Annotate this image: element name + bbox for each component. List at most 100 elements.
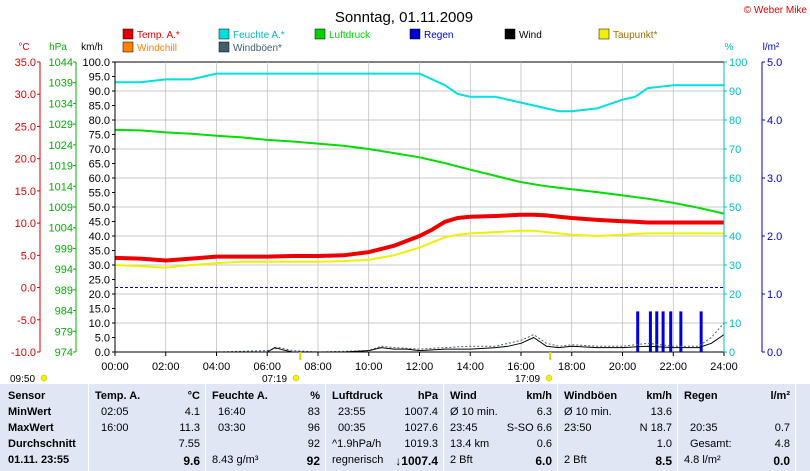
divider <box>205 384 206 471</box>
temp-max-time: 16:00 <box>101 422 129 434</box>
temp-avg: 7.55 <box>178 438 200 450</box>
press-min: 1007.4 <box>404 406 438 418</box>
temp-unit: °C <box>187 390 200 402</box>
axis-tick-label: 10.0 <box>89 318 110 330</box>
stats-row-label: 01.11. 23:55 <box>8 454 70 466</box>
legend: Temp. A.* Feuchte A.* Luftdruck Regen Wind Ta… <box>122 28 658 54</box>
rain-unit: l/m² <box>770 390 790 402</box>
axis-tick-label: 40.0 <box>89 231 110 243</box>
axis-tick-label: 1004 <box>49 223 73 235</box>
press-trend: ^1.9hPa/h <box>332 438 382 450</box>
rain-bar <box>679 311 683 352</box>
legend-label: Regen <box>424 30 453 41</box>
stats-row-label: MaxWert <box>8 422 54 434</box>
series-line-taupunkt <box>114 229 724 269</box>
axis-tick-label: 85.0 <box>89 101 110 113</box>
x-tick-label: 10:00 <box>355 361 383 373</box>
axis-tick-label: 30.0 <box>89 260 110 272</box>
gust-r4a: 2 Bft <box>564 454 587 466</box>
axis-tick-label: 1029 <box>49 119 73 131</box>
hum-min: 83 <box>307 406 320 418</box>
stats-gust-column: Windböen km/h Ø 10 min. 13.6 23:50 N 18.7 1… <box>558 384 676 471</box>
axis-tick-label: 20.0 <box>15 154 36 166</box>
x-tick-label: 12:00 <box>406 361 434 373</box>
axis-tick-label: 60.0 <box>89 173 110 185</box>
axis-unit-label: % <box>725 42 734 53</box>
divider <box>88 384 89 471</box>
stats-label-column: Sensor MinWert MaxWert Durchschnitt 01.1… <box>0 384 88 471</box>
copyright-label: © Weber Mike <box>744 5 808 16</box>
axis-tick-label: 65.0 <box>89 159 110 171</box>
gust-header: Windböen <box>564 390 618 402</box>
wind-r3a: 13.4 km <box>450 438 490 450</box>
legend-swatch <box>218 28 230 40</box>
axis-unit-label: hPa <box>49 42 67 53</box>
axis-tick-label: 40 <box>729 231 741 243</box>
legend-label: Temp. A.* <box>137 30 180 41</box>
rain-bar <box>669 311 673 352</box>
x-tick-label: 00:00 <box>101 361 129 373</box>
gust-r1b: 13.6 <box>650 406 672 418</box>
x-tick-label: 22:00 <box>659 361 687 373</box>
axis-unit-labels: °C hPa km/h% l/m² <box>18 42 780 53</box>
legend-swatch <box>409 28 421 40</box>
axis-tick-label: 25.0 <box>15 121 36 133</box>
axis-tick-label: 0.0 <box>95 347 110 359</box>
sun-time-label: 17:09 <box>515 374 540 384</box>
axis-tick-label: 1034 <box>49 98 73 110</box>
stats-wind-column: Wind km/h Ø 10 min. 6.3 23:45 S-SO 6.6 13.4… <box>444 384 556 471</box>
axis-unit-label: km/h <box>81 42 103 53</box>
axis-tick-label: 80 <box>729 115 741 127</box>
legend-swatch <box>314 28 326 40</box>
temp-header: Temp. A. <box>95 390 141 402</box>
legend-label: Luftdruck <box>329 30 371 41</box>
temp-current: 9.6 <box>183 454 200 468</box>
axis-tick-label: -5.0 <box>17 315 36 327</box>
rain-header: Regen <box>684 390 718 402</box>
rain-r4a: 4.8 l/m² <box>684 454 721 466</box>
x-tick-label: 16:00 <box>507 361 535 373</box>
axis-tick-label: -10.0 <box>11 347 36 359</box>
axis-tick-label: 10 <box>729 318 741 330</box>
gust-r4b: 8.5 <box>655 454 672 468</box>
axis-tick-label: 0.0 <box>767 347 782 359</box>
wind-r1b: 6.3 <box>536 406 552 418</box>
axis-tick-label: 80.0 <box>89 115 110 127</box>
press-min-time: 23:55 <box>338 406 366 418</box>
hum-max-time: 03:30 <box>218 422 246 434</box>
rain-bar <box>699 311 703 352</box>
divider <box>795 384 796 471</box>
axis-tick-label: 95.0 <box>89 72 110 84</box>
axis-tick-label: 25.0 <box>89 275 110 287</box>
rain-bar <box>648 311 652 352</box>
x-tick-label: 20:00 <box>609 361 637 373</box>
legend-swatch <box>504 28 516 40</box>
gust-unit: km/h <box>646 390 672 402</box>
axis-tick-label: 5.0 <box>21 250 36 262</box>
hum-min-time: 16:40 <box>218 406 246 418</box>
stats-pressure-column: Luftdruck hPa 23:55 1007.4 00:35 1027.6 ^1.… <box>326 384 442 471</box>
hum-header: Feuchte A. <box>212 390 268 402</box>
axis-tick-label: 20.0 <box>89 289 110 301</box>
legend-swatch <box>122 41 134 53</box>
axis-tick-label: 2.0 <box>767 231 782 243</box>
wind-header: Wind <box>450 390 477 402</box>
divider <box>443 384 444 471</box>
axis-tick-label: 35.0 <box>15 57 36 69</box>
rain-r2b: 0.7 <box>774 422 790 434</box>
axis-tick-label: 70 <box>729 144 741 156</box>
axis-tick-label: 30 <box>729 260 741 272</box>
rain-r4b: 0.0 <box>773 454 790 468</box>
gust-r3b: 1.0 <box>656 438 672 450</box>
axis-tick-label: 5.0 <box>767 57 782 69</box>
axis-unit-label: °C <box>18 42 29 53</box>
axis-tick-label: 989 <box>55 285 73 297</box>
temp-max: 11.3 <box>179 422 200 434</box>
series-line-luftdruck <box>114 128 725 215</box>
hum-avg: 92 <box>307 438 320 450</box>
weather-chart: Sonntag, 01.11.2009 © Weber Mike Temp. A… <box>10 5 808 384</box>
divider <box>325 384 326 471</box>
stats-humidity-column: Feuchte A.% 16:40 83 03:30 96 92 8.43 g/m³… <box>206 384 324 471</box>
axis-tick-label: 1039 <box>49 78 73 90</box>
x-tick-label: 06:00 <box>253 361 281 373</box>
